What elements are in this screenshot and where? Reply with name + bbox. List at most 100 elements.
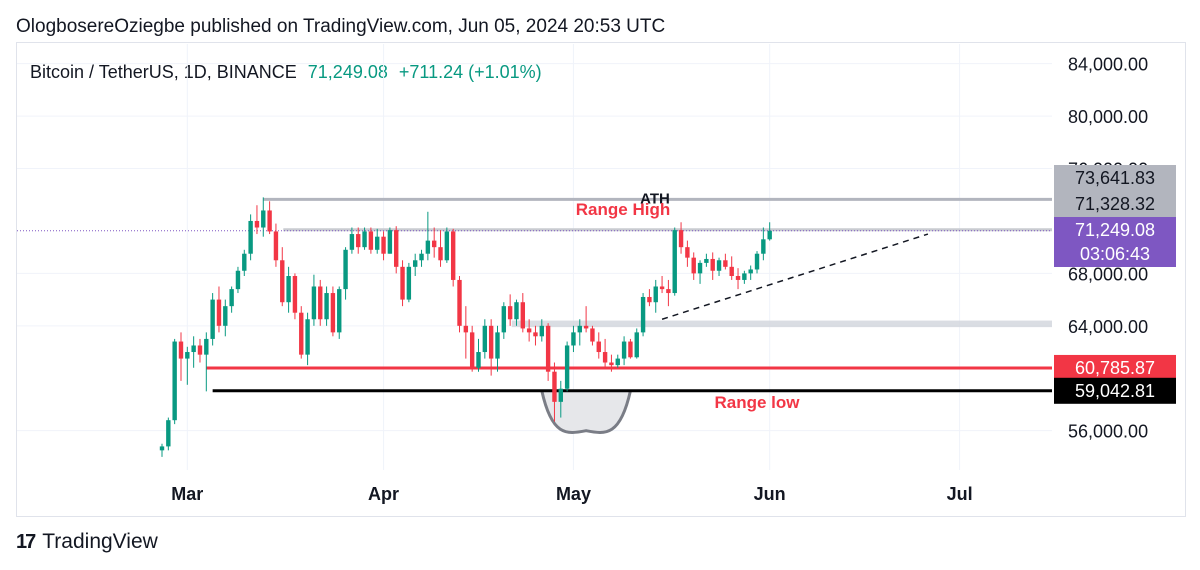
price-axis-label: 71,328.32 [1054,191,1176,217]
price-axis-label-text: 59,042.81 [1075,381,1155,401]
candle-body [254,220,260,228]
candle-body [413,260,418,267]
candle-body [469,332,475,368]
candle-body [248,220,253,254]
x-tick-label: Jul [947,484,973,504]
tradingview-logo-icon: 17 [16,530,36,553]
candle-body [172,341,177,421]
y-tick-label: 64,000.00 [1068,317,1148,337]
range-low-label: Range low [714,393,800,412]
candle-body [710,258,715,271]
candle-body [191,345,196,353]
candle-body [685,247,690,258]
candle-body [273,231,279,261]
candle-body [533,332,538,337]
candle-body [704,258,709,263]
candle-body [166,420,171,447]
candle-body [280,260,285,303]
candle-body [387,230,393,254]
candle-body [482,325,488,353]
candle-body [242,253,247,271]
candle-body [400,266,405,300]
x-tick-label: Jun [754,484,786,504]
price-axis-label: 03:06:43 [1054,241,1176,267]
candle-body [450,231,456,280]
y-tick-label: 84,000.00 [1068,55,1148,75]
trendline [661,233,929,320]
candle-body [204,338,209,355]
candle-body [558,388,563,402]
price-axis-label-text: 60,785.87 [1075,358,1155,378]
candle-body [678,230,684,248]
candle-body [425,240,431,254]
candle-body [602,352,608,363]
candle-body [457,279,462,326]
candle-body [362,231,367,248]
candle-body [292,276,298,313]
y-tick-label: 80,000.00 [1068,107,1148,127]
range-high-label: Range High [576,200,670,219]
candle-body [514,302,519,320]
y-tick-label: 68,000.00 [1068,264,1148,284]
candle-body [324,293,329,320]
candle-body [476,352,481,368]
candle-body [444,231,450,261]
candle-body [375,236,380,250]
symbol-legend[interactable]: Bitcoin / TetherUS, 1D, BINANCE 71,249.0… [30,62,542,83]
candle-body [431,240,437,248]
candle-body [178,341,184,359]
candle-body [261,210,266,228]
zone-64k [511,320,1052,328]
candle-body [621,341,627,359]
candle-body [185,352,190,359]
candle-body [526,328,532,333]
candle-body [590,328,595,342]
price-axis-label: 59,042.81 [1054,377,1176,404]
candle-body [216,299,222,326]
candle-body [647,296,652,303]
candle-body [564,345,570,389]
candle-body [406,266,412,300]
candle-body [197,345,203,355]
price-axis-label-text: 71,249.08 [1075,220,1155,240]
candle-body [609,362,614,366]
brand-name: TradingView [42,530,158,553]
candle-body [311,286,317,320]
ath-label: ATH [640,190,670,207]
candle-body [723,260,728,267]
candle-body [223,306,228,326]
candle-body [210,299,215,339]
candle-body [488,325,494,359]
candle-body [596,341,601,353]
candle-body [628,341,633,358]
candle-body [299,312,304,355]
candle-body [697,262,703,274]
candle-body [767,230,772,240]
candle-body [438,247,443,261]
bowl-shape [540,390,632,434]
candle-body [286,276,291,303]
price-axis-label: 71,249.08 [1054,217,1176,243]
candle-body [349,234,355,250]
last-price: 71,249.08 [307,62,388,82]
price-axis-label: 60,785.87 [1054,354,1176,381]
x-tick-label: Mar [171,484,203,504]
candle-body [571,332,576,346]
chart-frame [16,42,1186,517]
candle-body [761,239,766,254]
price-axis-label-text: 71,328.32 [1075,194,1155,214]
publish-info: OlogbosereOziegbe published on TradingVi… [16,16,666,37]
footer-brand[interactable]: 17 TradingView [16,530,158,554]
price-axis-label: 73,641.83 [1054,165,1176,191]
candle-body [267,210,272,232]
candle-body [330,293,336,333]
candle-body [640,296,646,333]
candle-body [343,249,348,290]
y-tick-label: 56,000.00 [1068,422,1148,442]
candle-body [501,306,507,333]
candle-body [545,325,551,372]
candle-body [691,257,696,274]
candle-body [368,231,374,250]
candle-body [653,286,658,303]
